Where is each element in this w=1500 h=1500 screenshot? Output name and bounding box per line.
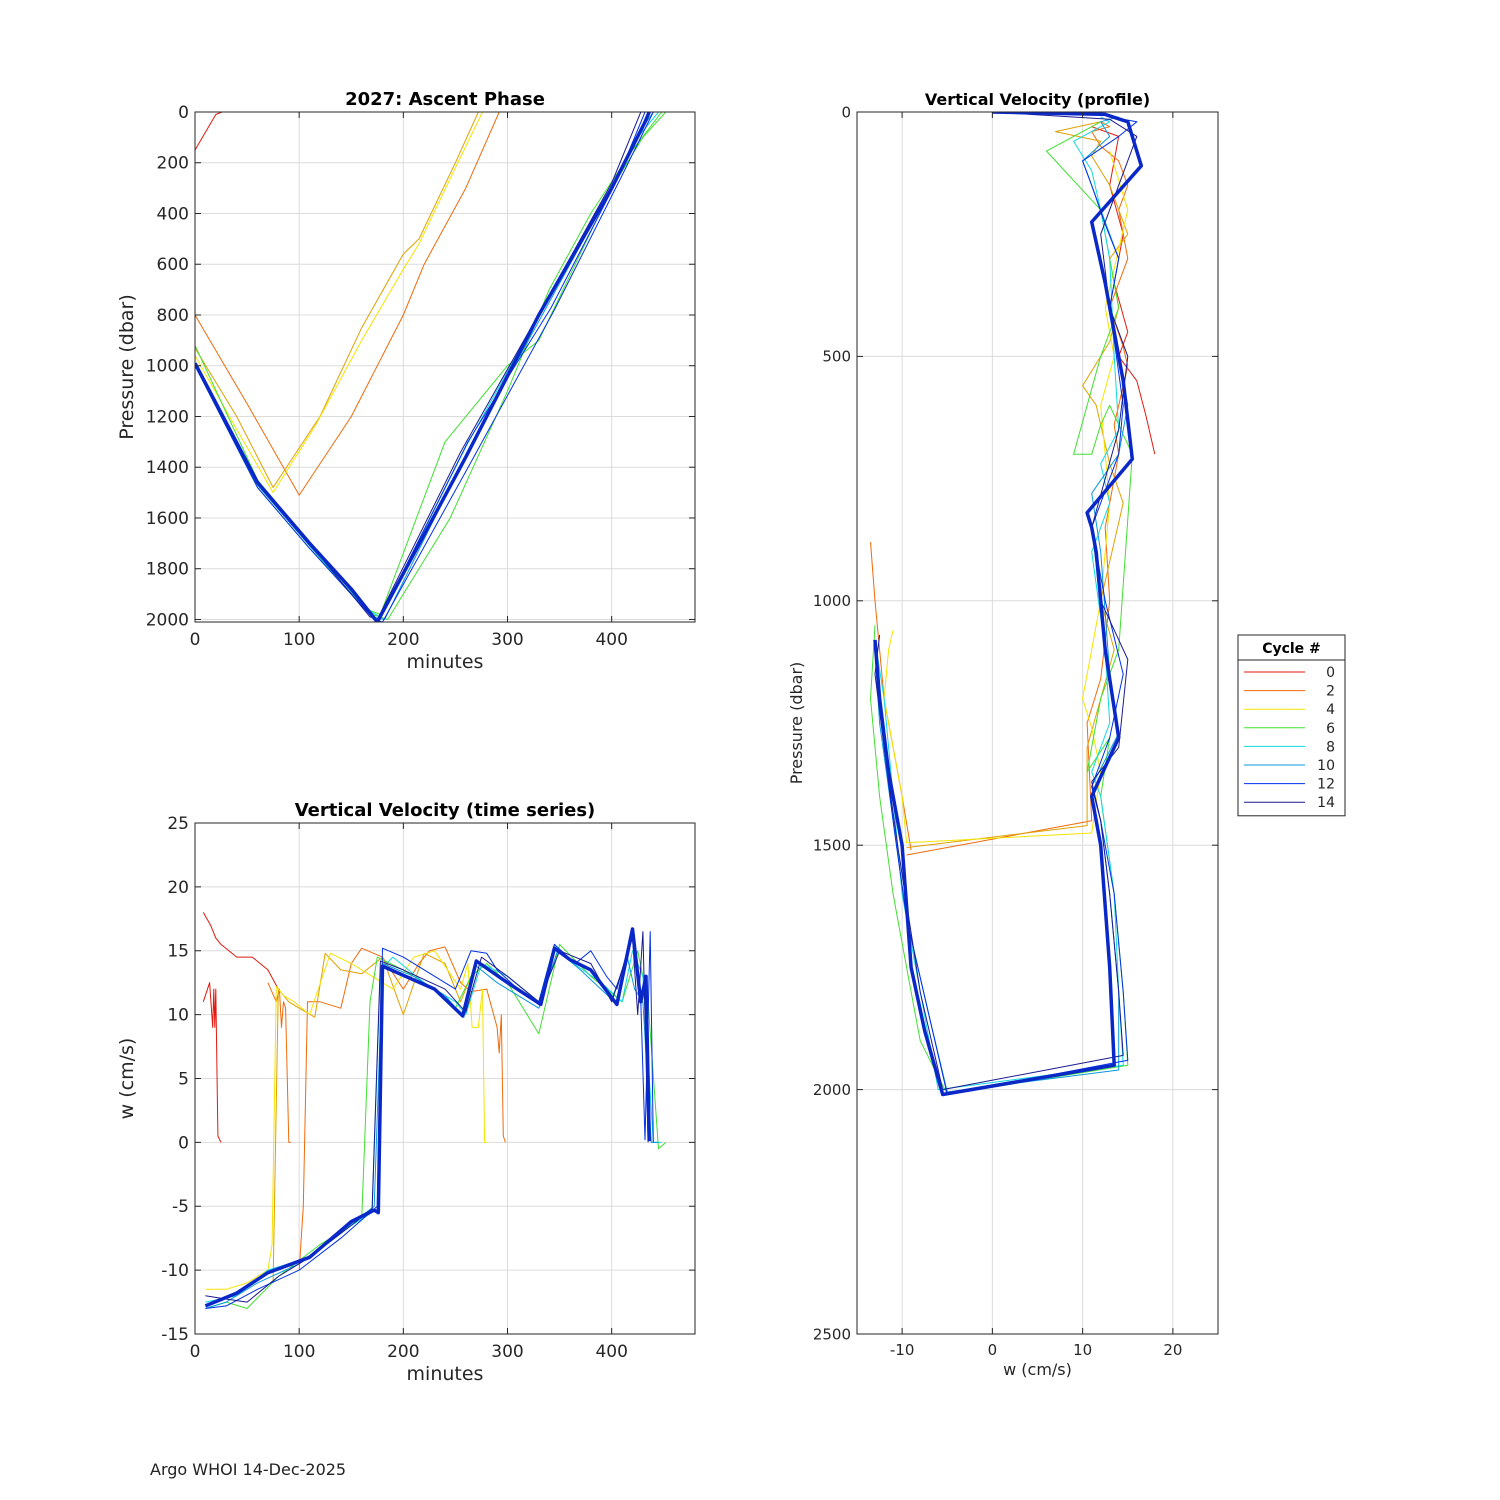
series-line bbox=[444, 946, 506, 1143]
chart-title: 2027: Ascent Phase bbox=[345, 89, 545, 110]
plot-area bbox=[857, 112, 1218, 1334]
x-tick-label: 400 bbox=[595, 630, 627, 650]
series-line bbox=[202, 912, 279, 990]
x-tick-label: 0 bbox=[190, 1342, 201, 1362]
series-line bbox=[873, 112, 1144, 1097]
y-tick-label: 5 bbox=[178, 1069, 189, 1089]
footer-credit: Argo WHOI 14-Dec-2025 bbox=[150, 1460, 347, 1479]
x-tick-label: 20 bbox=[1163, 1341, 1182, 1359]
y-tick-label: 0 bbox=[841, 103, 851, 121]
legend-label: 12 bbox=[1317, 777, 1335, 793]
x-tick-label: 0 bbox=[190, 630, 201, 650]
y-tick-label: 15 bbox=[167, 942, 189, 962]
legend-label: 8 bbox=[1326, 739, 1335, 755]
y-tick-label: 2000 bbox=[813, 1081, 851, 1099]
legend-label: 6 bbox=[1326, 721, 1335, 737]
y-tick-label: 1500 bbox=[813, 836, 851, 854]
series-group bbox=[870, 112, 1156, 1097]
y-tick-label: 2000 bbox=[146, 610, 189, 630]
legend-label: 14 bbox=[1317, 795, 1335, 811]
series-line bbox=[204, 927, 651, 1308]
series-line bbox=[906, 121, 1129, 856]
x-tick-label: 200 bbox=[387, 630, 419, 650]
y-tick-label: 1000 bbox=[813, 592, 851, 610]
y-tick-label: 1800 bbox=[146, 560, 189, 580]
series-line bbox=[870, 121, 1133, 1095]
series-line bbox=[195, 112, 223, 151]
y-tick-label: 0 bbox=[178, 103, 189, 123]
series-line bbox=[874, 112, 1138, 1091]
series-line bbox=[298, 946, 446, 1271]
y-tick-label: 1400 bbox=[146, 458, 189, 478]
y-tick-label: 800 bbox=[157, 306, 189, 326]
series-line bbox=[874, 116, 1124, 1091]
x-tick-label: 100 bbox=[283, 630, 315, 650]
x-tick-label: 300 bbox=[491, 1342, 523, 1362]
y-tick-label: 0 bbox=[178, 1133, 189, 1153]
series-line bbox=[195, 112, 483, 494]
series-line bbox=[195, 112, 654, 622]
x-tick-label: 10 bbox=[1073, 1341, 1092, 1359]
x-axis-label: minutes bbox=[407, 1363, 484, 1385]
x-tick-label: 0 bbox=[988, 1341, 998, 1359]
y-tick-label: 2500 bbox=[813, 1325, 851, 1343]
legend-label: 10 bbox=[1317, 758, 1335, 774]
x-axis-label: w (cm/s) bbox=[1003, 1360, 1072, 1379]
x-tick-label: -10 bbox=[890, 1341, 915, 1359]
y-tick-label: 1000 bbox=[146, 357, 189, 377]
legend-label: 4 bbox=[1326, 702, 1335, 718]
series-line bbox=[195, 112, 500, 496]
x-tick-label: 400 bbox=[595, 1342, 627, 1362]
y-tick-label: 200 bbox=[157, 154, 189, 174]
y-axis-label: Pressure (dbar) bbox=[787, 662, 806, 785]
y-tick-label: -15 bbox=[161, 1325, 189, 1345]
series-group bbox=[195, 112, 667, 622]
y-tick-label: 10 bbox=[167, 1006, 189, 1026]
plot-frame bbox=[194, 111, 696, 623]
x-tick-label: 200 bbox=[387, 1342, 419, 1362]
y-tick-label: 500 bbox=[822, 348, 851, 366]
legend-label: 2 bbox=[1326, 684, 1335, 700]
y-axis-label: w (cm/s) bbox=[116, 1038, 138, 1120]
y-tick-label: 1200 bbox=[146, 407, 189, 427]
series-line bbox=[205, 950, 487, 1290]
series-line bbox=[1091, 126, 1156, 455]
chart-title: Vertical Velocity (profile) bbox=[925, 90, 1150, 109]
chart-timeseries: 0 100 200 300 400 -15 -10 -5 0 5 10 15 20 25 Vertical … bbox=[116, 800, 696, 1385]
series-line bbox=[906, 121, 1129, 849]
series-line bbox=[195, 112, 651, 622]
x-tick-label: 100 bbox=[283, 1342, 315, 1362]
legend-label: 0 bbox=[1326, 665, 1335, 681]
chart-ascent: 0 100 200 300 400 0 200 400 600 800 1000 1200 1400 16… bbox=[116, 89, 696, 673]
series-group bbox=[202, 912, 667, 1309]
series-line bbox=[267, 982, 291, 1143]
plot-frame bbox=[856, 111, 1219, 1335]
y-tick-label: 25 bbox=[167, 814, 189, 834]
series-line bbox=[874, 116, 1138, 1095]
chart-title: Vertical Velocity (time series) bbox=[295, 800, 596, 821]
y-axis-label: Pressure (dbar) bbox=[116, 294, 138, 440]
y-tick-label: 400 bbox=[157, 204, 189, 224]
series-line bbox=[195, 112, 479, 488]
x-tick-label: 300 bbox=[491, 630, 523, 650]
y-tick-label: -5 bbox=[172, 1197, 189, 1217]
y-tick-label: 600 bbox=[157, 255, 189, 275]
chart-profile: -10 0 10 20 0 500 1000 1500 2000 2500 Vertical Vel… bbox=[787, 90, 1219, 1379]
y-tick-label: 20 bbox=[167, 878, 189, 898]
x-axis-label: minutes bbox=[407, 651, 484, 673]
series-line bbox=[883, 150, 1129, 844]
series-line bbox=[202, 982, 222, 1143]
legend-box bbox=[1237, 634, 1346, 817]
legend: Cycle # 0 2 4 6 8 10 12 14 bbox=[1237, 634, 1346, 817]
legend-title: Cycle # bbox=[1262, 641, 1321, 657]
y-tick-label: 1600 bbox=[146, 509, 189, 529]
y-tick-label: -10 bbox=[161, 1261, 189, 1281]
